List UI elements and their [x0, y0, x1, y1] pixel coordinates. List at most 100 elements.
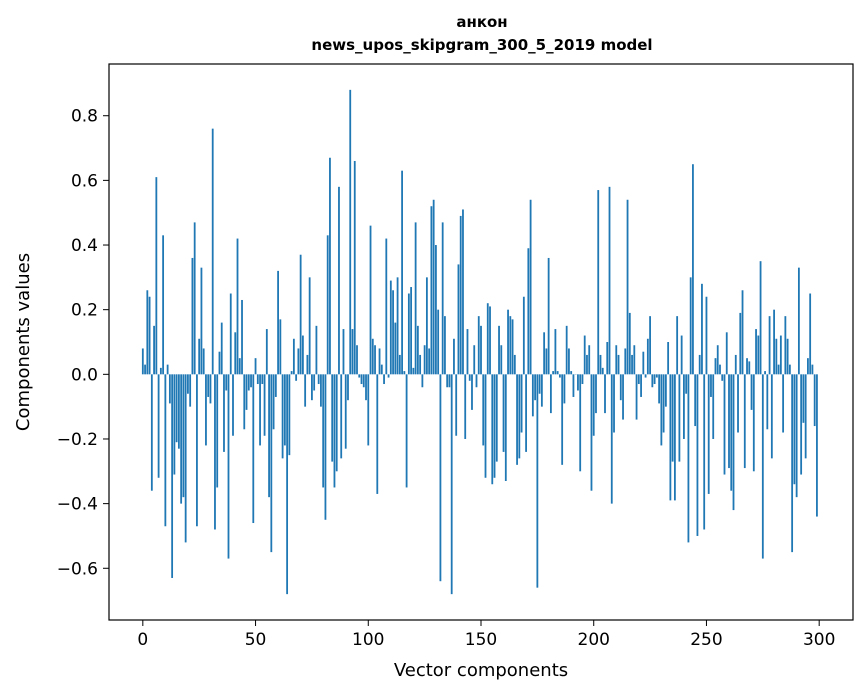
bar-182: [552, 371, 555, 375]
bar-203: [599, 354, 602, 375]
bar-13: [171, 374, 174, 578]
bar-117: [405, 374, 408, 488]
y-tick-label: 0.4: [71, 236, 98, 256]
x-tick-label: 50: [245, 630, 267, 650]
bar-198: [588, 345, 591, 375]
x-tick-label: 300: [803, 630, 835, 650]
bar-94: [353, 160, 356, 375]
bar-46: [245, 374, 248, 410]
bar-134: [444, 316, 446, 375]
bar-21: [189, 374, 192, 407]
bar-262: [732, 374, 735, 511]
bar-183: [554, 329, 557, 375]
bar-211: [617, 354, 620, 375]
bar-258: [723, 374, 726, 475]
bar-76: [313, 374, 316, 391]
bar-145: [468, 374, 471, 381]
bar-168: [520, 374, 523, 433]
bar-255: [716, 345, 719, 375]
y-tick-label: 0.6: [71, 171, 98, 191]
plot-frame: [108, 63, 854, 621]
bar-50: [254, 358, 257, 375]
bar-83: [329, 157, 331, 375]
bar-156: [493, 374, 496, 478]
bar-133: [441, 222, 444, 375]
bar-286: [786, 338, 789, 375]
bar-124: [421, 374, 424, 388]
bar-291: [797, 267, 800, 375]
bar-53: [261, 374, 264, 385]
bar-245: [694, 374, 697, 427]
bar-31: [211, 128, 214, 375]
bar-123: [419, 354, 422, 375]
bar-34: [218, 351, 221, 375]
bar-154: [489, 306, 491, 375]
bar-43: [238, 358, 241, 375]
bar-158: [498, 325, 500, 375]
bar-170: [525, 374, 527, 452]
bar-215: [626, 199, 629, 375]
bar-16: [177, 374, 180, 449]
bar-12: [168, 374, 171, 404]
bar-58: [272, 374, 275, 430]
bar-191: [572, 374, 575, 397]
bar-296: [809, 293, 812, 375]
bar-146: [471, 374, 473, 410]
bar-127: [428, 348, 431, 375]
bar-248: [701, 283, 703, 375]
bar-187: [563, 374, 566, 404]
bar-200: [592, 374, 595, 436]
bar-280: [773, 309, 775, 375]
bar-87: [338, 186, 340, 375]
bar-253: [712, 374, 715, 439]
bar-97: [360, 374, 363, 385]
chart-title: анкон: [456, 13, 507, 31]
bar-44: [241, 299, 243, 375]
bar-165: [513, 354, 516, 375]
bar-202: [597, 190, 600, 375]
bar-113: [396, 277, 399, 375]
bar-264: [737, 374, 739, 433]
bar-254: [714, 358, 717, 375]
bar-67: [292, 338, 295, 375]
bar-293: [802, 374, 805, 423]
bar-195: [581, 374, 584, 385]
bar-90: [344, 374, 347, 449]
bar-275: [761, 374, 764, 559]
bar-29: [207, 374, 210, 397]
bar-9: [162, 235, 165, 375]
bar-14: [173, 374, 176, 475]
bar-39: [229, 293, 232, 375]
bar-103: [374, 345, 376, 375]
bar-19: [184, 374, 187, 543]
bar-35: [220, 322, 223, 375]
bar-157: [495, 374, 498, 462]
bar-185: [559, 374, 561, 378]
bar-61: [279, 319, 282, 375]
bar-98: [362, 374, 365, 388]
bar-188: [565, 325, 568, 375]
bar-69: [297, 348, 300, 375]
bar-197: [586, 354, 588, 375]
bar-116: [403, 371, 406, 375]
bar-231: [662, 374, 665, 433]
bar-281: [775, 338, 778, 375]
bar-150: [480, 325, 482, 375]
bar-232: [664, 374, 667, 407]
bar-30: [209, 374, 212, 404]
bar-33: [216, 374, 219, 488]
bar-15: [175, 374, 178, 443]
bar-51: [256, 374, 259, 385]
bar-106: [380, 364, 383, 375]
bar-59: [274, 374, 277, 397]
bar-164: [511, 319, 514, 375]
bar-95: [356, 345, 358, 375]
bar-74: [308, 277, 311, 375]
bar-3: [148, 296, 151, 375]
x-tick-label: 200: [578, 630, 610, 650]
x-tick-label: 0: [137, 630, 148, 650]
bar-114: [398, 354, 401, 375]
bar-139: [455, 374, 458, 436]
bar-216: [628, 312, 631, 375]
bar-49: [252, 374, 255, 524]
